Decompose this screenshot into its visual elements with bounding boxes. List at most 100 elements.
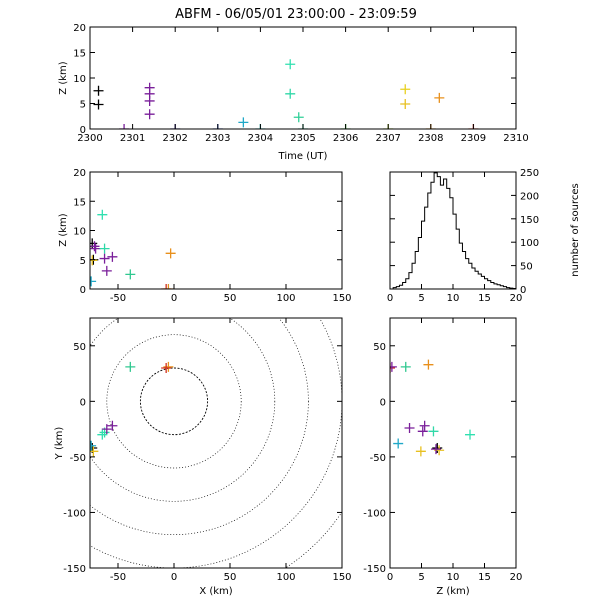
data-point: [161, 363, 172, 373]
data-point: [90, 241, 100, 252]
data-point: [97, 429, 108, 440]
y-tick-label: 0: [80, 125, 86, 136]
y-tick-label: 20: [73, 168, 86, 179]
x-tick-label: 150: [332, 572, 351, 583]
x-tick-label: -50: [110, 572, 126, 583]
x-tick-label: 0: [171, 293, 177, 304]
data-point: [144, 109, 155, 120]
x-tick-label: 2307: [375, 133, 400, 144]
x-tick-label: 2303: [205, 133, 230, 144]
x-tick-label: 100: [276, 293, 295, 304]
data-point: [400, 84, 411, 95]
y-tick-label: 0: [80, 397, 86, 408]
plot-frame: [89, 317, 343, 569]
y-tick-label: 0: [80, 285, 86, 296]
plot-frame: [389, 171, 517, 290]
x-tick-label: 2302: [162, 133, 187, 144]
data-point: [90, 440, 97, 451]
x-axis-label: X (km): [199, 586, 232, 597]
figure-title: ABFM - 06/05/01 23:00:00 - 23:09:59: [175, 7, 417, 22]
x-tick-label: 15: [478, 572, 491, 583]
y-tick-label: -150: [63, 564, 86, 575]
data-point: [423, 359, 434, 370]
x-z-projection-panel: -50 0 50 100 150 0 5 10 15 20 Z (km): [58, 168, 352, 304]
y-tick-label: 5: [80, 256, 86, 267]
data-point: [415, 446, 426, 457]
range-ring: [106, 334, 242, 469]
x-axis-label: Time (UT): [278, 151, 328, 162]
plot-panels: 2300 2301 2302 2303 2304 2305 2306 2307 2308 2309…: [54, 23, 581, 597]
y-axis-label: Z (km): [58, 213, 69, 246]
y-tick-label: 10: [73, 227, 86, 238]
data-point: [163, 284, 174, 289]
y-tick-label: 50: [73, 342, 86, 353]
data-point: [417, 426, 428, 437]
x-axis-label: Z (km): [436, 586, 469, 597]
data-point: [90, 243, 101, 254]
x-tick-label: -50: [110, 293, 126, 304]
y-tick-label: 200: [520, 191, 539, 202]
y-tick-label: -100: [63, 508, 86, 519]
y-axis-label: Y (km): [54, 427, 65, 461]
range-ring: [139, 367, 209, 436]
x-tick-label: 20: [510, 572, 523, 583]
plot-frame: [89, 171, 343, 290]
data-point: [465, 429, 476, 440]
data-point: [93, 85, 104, 96]
y-tick-label: -50: [370, 453, 386, 464]
source-points: [90, 209, 176, 289]
x-tick-label: 2300: [77, 133, 102, 144]
x-tick-label: 15: [478, 293, 491, 304]
y-tick-label: 10: [73, 74, 86, 85]
histogram-step: [390, 172, 516, 289]
data-point: [125, 269, 136, 280]
y-tick-label: 100: [520, 238, 539, 249]
data-point: [107, 420, 118, 431]
y-axis-label: number of sources: [570, 183, 581, 276]
y-tick-label: 50: [373, 342, 386, 353]
data-point: [432, 443, 443, 453]
data-point: [285, 59, 296, 70]
data-point: [161, 284, 172, 289]
data-point: [390, 361, 397, 372]
range-rings: [90, 318, 342, 568]
x-tick-label: 0: [387, 572, 393, 583]
x-tick-label: 5: [418, 572, 424, 583]
range-ring: [284, 511, 342, 568]
data-point: [430, 444, 441, 455]
data-point: [107, 251, 118, 262]
y-tick-label: -150: [363, 564, 386, 575]
data-point: [428, 426, 439, 437]
x-tick-label: 0: [387, 293, 393, 304]
y-tick-label: 50: [520, 262, 533, 273]
data-point: [400, 361, 411, 372]
y-tick-label: 150: [520, 215, 539, 226]
y-tick-label: 250: [520, 168, 539, 179]
y-axis-label: Z (km): [58, 61, 69, 94]
data-point: [125, 361, 136, 372]
data-point: [163, 361, 174, 372]
data-point: [90, 276, 97, 287]
x-tick-label: 2301: [120, 133, 145, 144]
y-tick-label: -50: [70, 453, 86, 464]
source-points: [390, 359, 476, 457]
data-point: [99, 253, 110, 264]
data-point: [97, 209, 108, 220]
data-point: [419, 420, 430, 431]
x-tick-label: 2305: [290, 133, 315, 144]
x-tick-label: 100: [276, 572, 295, 583]
data-point: [434, 92, 445, 103]
source-points: [90, 361, 174, 457]
y-tick-label: 20: [73, 23, 86, 34]
source-points: [93, 59, 479, 129]
x-tick-label: 50: [224, 572, 237, 583]
data-point: [101, 265, 112, 276]
x-tick-label: 0: [171, 572, 177, 583]
range-ring: [90, 318, 309, 535]
data-point: [285, 88, 296, 99]
data-point: [90, 255, 98, 266]
y-tick-label: 15: [73, 197, 86, 208]
z-y-projection-panel: 0 5 10 15 20 -150 -100 -50 0 50 Z (km): [363, 317, 523, 597]
data-point: [101, 424, 112, 435]
